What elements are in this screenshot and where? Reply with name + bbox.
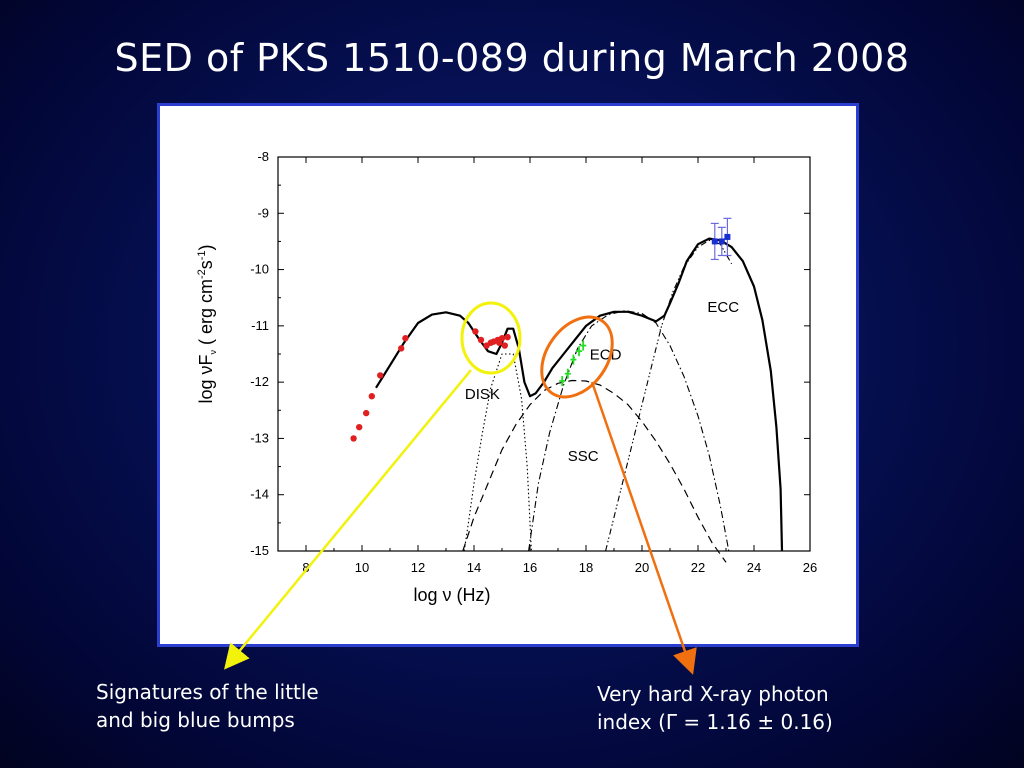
optical-data-point	[504, 333, 511, 341]
y-tick-label: -13	[250, 430, 269, 445]
component-label-disk: DISK	[465, 386, 500, 403]
little-blue-bump-highlight	[460, 301, 522, 375]
chart-frame: 8 10 12 14 16 18 20 22 24 26 -8 -9 -10 -11 -12 -13 -14 -1…	[157, 103, 859, 647]
gamma-data-point	[724, 233, 731, 240]
sed-chart: 8 10 12 14 16 18 20 22 24 26 -8 -9 -10 -11 -12 -13 -14 -1…	[196, 149, 817, 605]
x-tick-label: 14	[467, 560, 481, 575]
y-tick-label: -14	[250, 487, 269, 502]
y-tick-label: -8	[257, 149, 269, 164]
gamma-data-point	[711, 238, 718, 245]
component-label-ssc: SSC	[568, 448, 599, 465]
component-label-ecd: ECD	[590, 347, 622, 364]
slide-title: SED of PKS 1510-089 during March 2008	[114, 36, 910, 80]
component-label-ecc: ECC	[707, 299, 739, 316]
x-tick-label: 16	[523, 560, 537, 575]
y-tick-label: -15	[250, 543, 269, 558]
optical-data-point	[402, 335, 409, 342]
x-tick-label: 12	[411, 560, 425, 575]
optical-data-point	[377, 372, 384, 379]
x-axis-label: log ν (Hz)	[413, 585, 490, 605]
curve-ssc	[462, 379, 727, 563]
curve-total	[375, 237, 784, 552]
optical-data-point	[501, 342, 508, 349]
x-ray-highlight	[540, 315, 614, 399]
optical-data-point	[356, 423, 363, 431]
yellow-arrow	[224, 369, 472, 670]
y-tick-label: -9	[257, 205, 269, 220]
gamma-data-point	[718, 238, 725, 245]
y-tick-label: -12	[250, 374, 269, 389]
caption-bumps: Signatures of the little and big blue bu…	[96, 680, 319, 732]
curve-ecd	[528, 310, 730, 552]
labels-layer: DISK ECD ECC SSC	[465, 299, 739, 465]
x-tick-label: 20	[635, 560, 649, 575]
y-axis-label: log νFν ( erg cm-2s-1)	[196, 244, 218, 403]
orange-arrow	[590, 381, 697, 675]
axes-layer: 8 10 12 14 16 18 20 22 24 26 -8 -9 -10 -11 -12 -13 -14 -1…	[250, 149, 817, 575]
x-tick-label: 8	[302, 560, 309, 575]
y-tick-label: -11	[251, 318, 269, 333]
optical-data-point	[472, 328, 479, 335]
optical-data-point	[477, 336, 485, 344]
caption-xray-index: Very hard X-ray photon index (Γ = 1.16 ±…	[597, 682, 833, 734]
optical-data-point	[368, 393, 375, 400]
optical-data-point	[398, 345, 405, 352]
optical-data-point	[350, 435, 357, 442]
x-tick-label: 26	[803, 560, 817, 575]
x-tick-label: 18	[579, 560, 593, 575]
x-tick-label: 24	[747, 560, 761, 575]
x-tick-label: 10	[355, 560, 369, 575]
points-layer	[350, 217, 732, 442]
y-tick-label: -10	[250, 262, 269, 277]
curve-disk	[463, 353, 532, 552]
optical-data-point	[363, 409, 370, 417]
optical-data-point	[496, 339, 503, 346]
x-tick-label: 22	[691, 560, 705, 575]
